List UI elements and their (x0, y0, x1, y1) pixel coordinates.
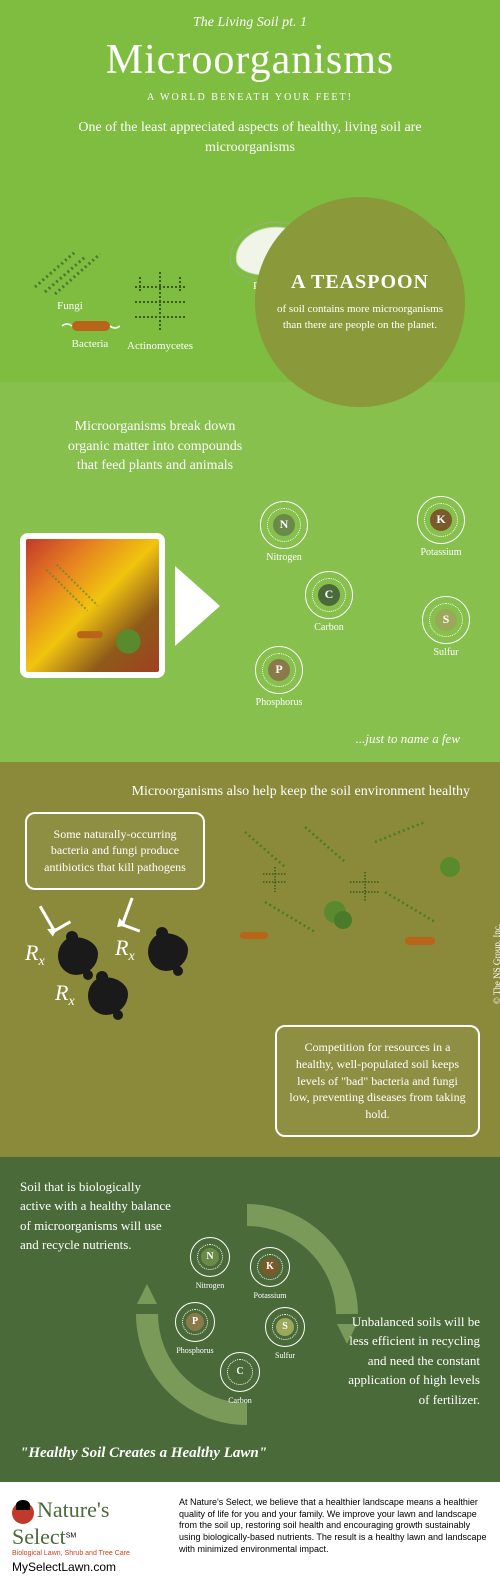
rx-icon: R (25, 940, 45, 970)
competition-callout: Competition for resources in a healthy, … (275, 1025, 480, 1137)
leaves-image (20, 533, 165, 678)
pathogen-icon (58, 937, 98, 975)
breakdown-arrow-icon (175, 566, 220, 646)
nutrient-cycle-diagram: NNitrogen KPotassium PPhosphorus SSulfur… (130, 1197, 365, 1432)
fungi-icon (30, 242, 110, 297)
about-text: At Nature's Select, we believe that a he… (179, 1497, 488, 1574)
organism-actinomycetes: Actinomycetes (125, 267, 195, 352)
cycle-element-k: KPotassium (250, 1247, 290, 1301)
element-nitrogen: NNitrogen (260, 501, 308, 563)
logo-area: Nature's SelectSM Biological Lawn, Shrub… (12, 1497, 167, 1574)
nutrient-cycle-section: Soil that is biologically active with a … (0, 1157, 500, 1482)
pathogen-illustration: R R R (20, 905, 220, 1015)
section2-footnote: ...just to name a few (20, 731, 480, 747)
section2-heading: Microorganisms break down organic matter… (20, 417, 290, 491)
ladybug-icon (12, 1502, 34, 1524)
antibiotics-callout: Some naturally-occurring bacteria and fu… (25, 812, 205, 890)
element-carbon: CCarbon (305, 571, 353, 633)
element-potassium: KPotassium (417, 496, 465, 558)
brand-url: MySelectLawn.com (12, 1560, 167, 1574)
cycle-element-n: NNitrogen (190, 1237, 230, 1291)
brand-tagline: Biological Lawn, Shrub and Tree Care (12, 1550, 167, 1557)
rx-icon: R (55, 980, 75, 1010)
arrow-icon (120, 897, 149, 932)
arrow-icon (39, 897, 71, 933)
elements-diagram: NNitrogen KPotassium CCarbon SSulfur PPh… (230, 491, 480, 721)
pretitle: The Living Soil pt. 1 (20, 15, 480, 31)
element-sulfur: SSulfur (422, 596, 470, 658)
organism-bacteria: Bacteria (60, 317, 120, 350)
organism-fungi: Fungi (30, 242, 110, 312)
teaspoon-heading: A TEASPOON (291, 271, 429, 294)
pathogen-icon (88, 977, 128, 1015)
intro-text: One of the least appreciated aspects of … (20, 118, 480, 157)
copyright-text: © The NS Group, Inc. (492, 924, 500, 1004)
actinomycetes-icon (125, 267, 195, 337)
cycle-element-p: PPhosphorus (175, 1302, 215, 1356)
rx-icon: R (115, 935, 135, 965)
footer-section: Nature's SelectSM Biological Lawn, Shrub… (0, 1482, 500, 1589)
unbalanced-soil-text: Unbalanced soils will be less efficient … (340, 1312, 480, 1410)
section3-heading: Microorganisms also help keep the soil e… (20, 782, 480, 812)
breakdown-section: Microorganisms break down organic matter… (0, 382, 500, 762)
organisms-diagram: Fungi Actinomycetes Bacteria Protozoa Al… (20, 172, 480, 352)
teaspoon-callout: A TEASPOON of soil contains more microor… (255, 197, 465, 407)
soil-health-section: Microorganisms also help keep the soil e… (0, 762, 500, 1157)
teaspoon-text: of soil contains more microorganisms tha… (275, 302, 445, 333)
header-section: The Living Soil pt. 1 Microorganisms A W… (0, 0, 500, 382)
cycle-element-c: CCarbon (220, 1352, 260, 1406)
element-phosphorus: PPhosphorus (255, 646, 303, 708)
closing-quote: "Healthy Soil Creates a Healthy Lawn" (20, 1445, 480, 1462)
subtitle: A WORLD BENEATH YOUR FEET! (20, 92, 480, 103)
microbe-field-illustration (225, 812, 485, 952)
bacteria-icon (60, 317, 120, 335)
pathogen-icon (148, 933, 188, 971)
cycle-element-s: SSulfur (265, 1307, 305, 1361)
main-title: Microorganisms (20, 36, 480, 84)
